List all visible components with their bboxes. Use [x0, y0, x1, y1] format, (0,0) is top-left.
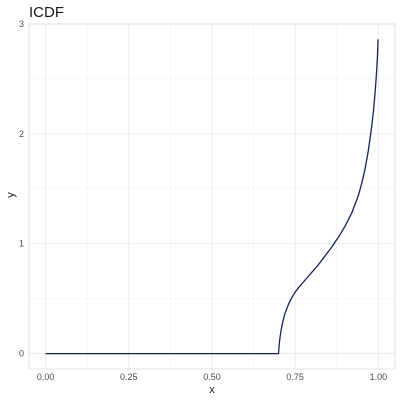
- icdf-line: [45, 39, 379, 355]
- y-tick-label: 3: [19, 19, 24, 29]
- plot-panel: [28, 23, 396, 370]
- tick-labels: 0.00 0.25 0.50 0.75 1.00 0 1 2 3: [19, 19, 387, 382]
- y-axis-title: y: [5, 192, 17, 198]
- grid: [29, 23, 395, 369]
- series-layer: [45, 39, 379, 355]
- x-tick-label: 0.75: [286, 372, 304, 382]
- x-axis-title: x: [209, 384, 215, 396]
- y-tick-label: 2: [19, 129, 24, 139]
- x-tick-label: 0.50: [203, 372, 221, 382]
- chart-title: ICDF: [29, 4, 64, 21]
- y-tick-label: 0: [19, 349, 24, 359]
- x-tick-label: 0.25: [120, 372, 138, 382]
- x-tick-label: 1.00: [370, 372, 388, 382]
- y-tick-label: 1: [19, 239, 24, 249]
- x-tick-label: 0.00: [37, 372, 55, 382]
